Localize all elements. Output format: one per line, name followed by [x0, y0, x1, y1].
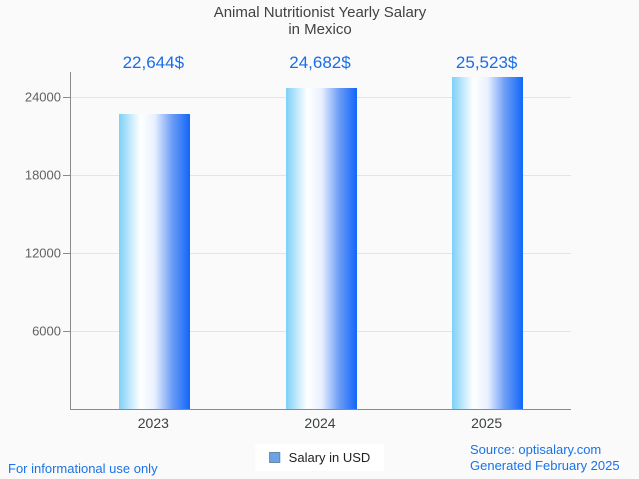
source-text: Source: optisalary.com [470, 442, 602, 457]
chart-title-line1: Animal Nutritionist Yearly Salary [213, 4, 427, 21]
ytick-label-18000: 18000 [24, 167, 61, 183]
legend-label: Salary in USD [288, 450, 371, 465]
xtick-label-2024: 2024 [304, 415, 336, 431]
bar-2023 [118, 114, 190, 409]
bar-2024 [285, 87, 357, 409]
ytick-label-6000: 6000 [32, 323, 61, 339]
chart-title: Animal Nutritionist Yearly Salary in Mex… [70, 4, 570, 38]
value-label-2024: 24,682$ [289, 53, 351, 72]
ytick-mark-6000 [63, 330, 70, 332]
value-label-2023: 22,644$ [122, 53, 185, 72]
plot-area: 6000 12000 18000 24000 [25, 72, 571, 410]
legend: Salary in USD [254, 444, 385, 471]
disclaimer-text: For informational use only [8, 461, 158, 476]
source-block: Source: optisalary.com Generated Februar… [470, 442, 620, 474]
xtick-label-2023: 2023 [137, 415, 169, 431]
xtick-label-2025: 2025 [471, 415, 503, 431]
bar-2025 [452, 76, 524, 409]
ytick-mark-24000 [63, 96, 70, 98]
ytick-mark-18000 [63, 174, 70, 176]
ytick-label-12000: 12000 [24, 245, 61, 261]
ytick-mark-12000 [63, 252, 70, 254]
value-label-2025: 25,523$ [455, 53, 518, 72]
ytick-label-24000: 24000 [24, 89, 61, 105]
legend-square-icon [268, 452, 280, 463]
chart-title-line2: in Mexico [288, 21, 352, 38]
generated-text: Generated February 2025 [470, 458, 620, 473]
